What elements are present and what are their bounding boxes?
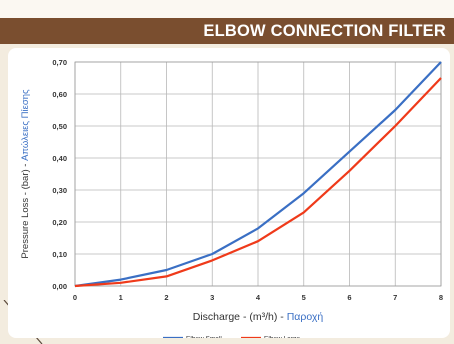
y-tick-label: 0,70 xyxy=(52,58,67,67)
y-tick-label: 0,30 xyxy=(52,186,67,195)
y-axis-label: Pressure Loss - (bar) - Απώλειες Πίεσης xyxy=(20,89,31,259)
x-tick-label: 6 xyxy=(347,293,351,302)
x-tick-label: 4 xyxy=(256,293,261,302)
chart-card: 0,00 0,10 0,20 0,30 0,40 0,50 0,60 0,70 0 1 2 3 4 5 6 7… xyxy=(8,48,450,338)
title-bar xyxy=(0,18,454,44)
x-tick-label: 3 xyxy=(210,293,214,302)
x-tick-label: 0 xyxy=(73,293,77,302)
legend-label-elbow-small: Elbow Small xyxy=(186,336,222,339)
y-tick-label: 0,40 xyxy=(52,154,67,163)
y-tick-label: 0,60 xyxy=(52,90,67,99)
y-tick-label: 0,50 xyxy=(52,122,67,131)
series-line-elbow-large xyxy=(74,77,442,288)
plot-border xyxy=(74,61,442,287)
x-tick-label: 8 xyxy=(439,293,443,302)
x-tick-label: 1 xyxy=(119,293,123,302)
page-title: ELBOW CONNECTION FILTER xyxy=(203,22,446,40)
x-tick-label: 7 xyxy=(393,293,397,302)
y-tick-label: 0,00 xyxy=(52,282,67,291)
x-tick-label: 2 xyxy=(164,293,168,302)
legend-label-elbow-large: Elbow Large xyxy=(264,336,301,339)
series-line-elbow-small xyxy=(74,61,442,288)
y-tick-label: 0,10 xyxy=(52,250,67,259)
x-tick-label: 5 xyxy=(302,293,306,302)
line-chart: 0,00 0,10 0,20 0,30 0,40 0,50 0,60 0,70 0 1 2 3 4 5 6 7… xyxy=(20,58,443,339)
x-axis-label: Discharge - (m³/h) - Παροχή xyxy=(193,311,324,323)
y-tick-label: 0,20 xyxy=(52,218,67,227)
